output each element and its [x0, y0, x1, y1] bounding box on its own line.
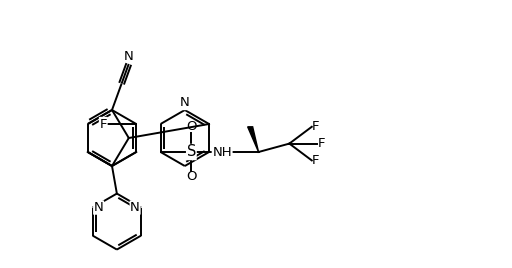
Text: F: F [99, 117, 107, 131]
Text: F: F [312, 154, 319, 167]
Text: F: F [317, 137, 325, 150]
Polygon shape [248, 127, 259, 152]
Text: N: N [124, 50, 134, 64]
Text: S: S [187, 144, 196, 159]
Text: N: N [180, 96, 189, 110]
Text: F: F [312, 120, 319, 133]
Text: NH: NH [212, 146, 232, 158]
Text: O: O [186, 121, 197, 133]
Text: N: N [130, 201, 140, 214]
Text: N: N [94, 201, 103, 214]
Text: O: O [186, 170, 197, 184]
